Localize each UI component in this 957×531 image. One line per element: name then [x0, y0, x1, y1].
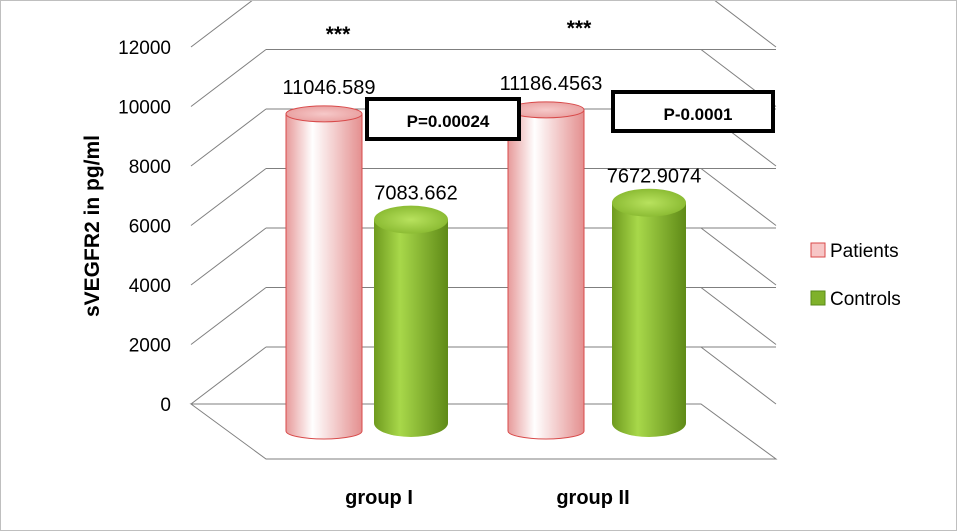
y-tick-label: 12000: [118, 38, 171, 59]
gridline: [190, 227, 776, 286]
legend: Patients Controls: [810, 241, 901, 310]
y-tick-label: 4000: [129, 276, 171, 297]
legend-label: Patients: [830, 241, 899, 262]
annotations: *** *** P=0.00024 P-0.0001: [326, 17, 775, 141]
gridline: [190, 49, 776, 107]
data-label: 7672.9074: [607, 166, 702, 188]
y-axis-label: sVEGFR2 in pg/ml: [81, 135, 104, 317]
y-tick-label: 8000: [129, 157, 171, 178]
category-labels: group I group II: [345, 487, 630, 509]
legend-item: Patients: [810, 241, 899, 262]
legend-item: Controls: [810, 289, 901, 310]
y-tick-label: 6000: [129, 217, 171, 238]
pvalue-text: P-0.0001: [664, 105, 733, 124]
data-label: 7083.662: [374, 183, 457, 205]
side-gridline: [700, 227, 777, 286]
pvalue-text: P=0.00024: [407, 112, 490, 131]
legend-swatch: [810, 242, 826, 258]
legend-label: Controls: [830, 289, 901, 310]
category-label: group II: [556, 487, 629, 509]
significance-stars: ***: [326, 23, 351, 46]
gridline: [190, 287, 776, 345]
side-gridline: [700, 346, 777, 405]
gridlines: [190, 1, 777, 405]
bar-controls-2: 7672.9074: [607, 166, 702, 437]
data-label: 11186.4563: [500, 73, 603, 95]
y-tick-label: 0: [160, 395, 171, 416]
bar-patients-2: 11186.4563: [500, 73, 603, 440]
pvalue-box: P=0.00024: [365, 97, 521, 141]
bar-controls-1: 7083.662: [374, 183, 458, 437]
side-gridline: [700, 168, 777, 226]
legend-swatch: [810, 290, 826, 306]
bar-patients-1: 11046.589: [282, 77, 376, 440]
y-tick-label: 10000: [118, 98, 171, 119]
data-label: 11046.589: [282, 77, 375, 99]
y-axis-ticks: 0 2000 4000 6000 8000 10000 12000: [118, 38, 171, 416]
gridline: [190, 1, 253, 48]
y-tick-label: 2000: [129, 336, 171, 357]
category-label: group I: [345, 487, 413, 509]
side-gridline: [714, 1, 777, 48]
significance-stars: ***: [567, 17, 592, 40]
side-gridline: [700, 287, 777, 345]
chart-floor: [189, 403, 778, 460]
gridline: [190, 346, 776, 405]
bars: 11046.589 7083.662 11186.4563 7672.9074: [282, 73, 702, 440]
pvalue-box: P-0.0001: [611, 90, 775, 133]
